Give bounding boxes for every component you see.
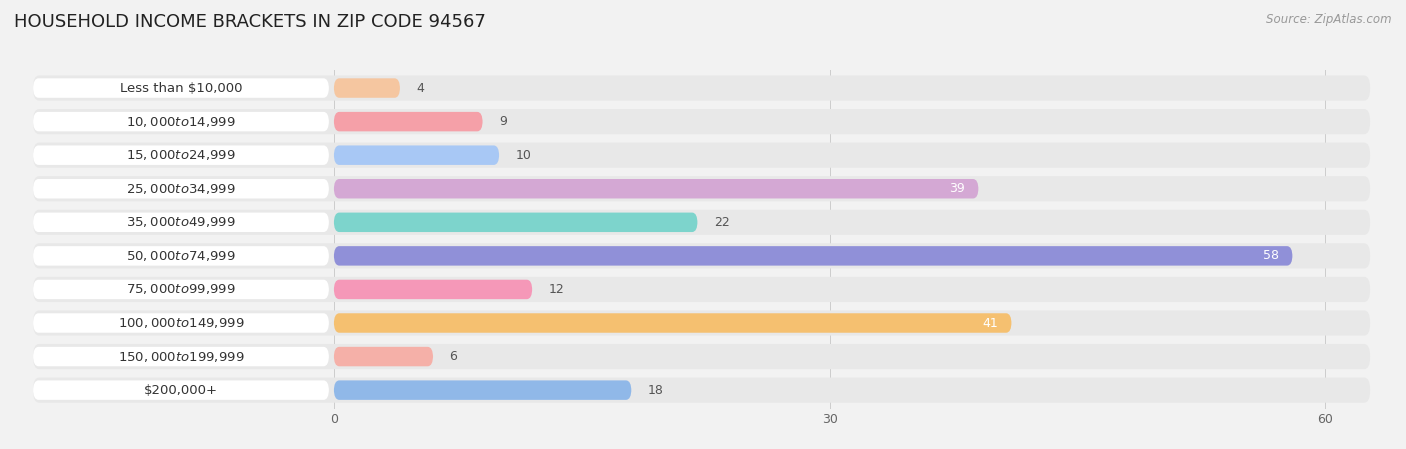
FancyBboxPatch shape	[34, 347, 329, 366]
Text: $150,000 to $199,999: $150,000 to $199,999	[118, 350, 245, 364]
Text: $75,000 to $99,999: $75,000 to $99,999	[127, 282, 236, 296]
FancyBboxPatch shape	[34, 344, 1369, 369]
Text: 10: 10	[516, 149, 531, 162]
Text: 41: 41	[983, 317, 998, 330]
FancyBboxPatch shape	[333, 313, 1011, 333]
Text: 4: 4	[416, 82, 425, 95]
FancyBboxPatch shape	[34, 380, 329, 400]
FancyBboxPatch shape	[34, 210, 1369, 235]
FancyBboxPatch shape	[333, 280, 533, 299]
FancyBboxPatch shape	[34, 109, 1369, 134]
Text: HOUSEHOLD INCOME BRACKETS IN ZIP CODE 94567: HOUSEHOLD INCOME BRACKETS IN ZIP CODE 94…	[14, 13, 486, 31]
FancyBboxPatch shape	[333, 112, 482, 132]
FancyBboxPatch shape	[333, 179, 979, 198]
FancyBboxPatch shape	[34, 143, 1369, 168]
Text: 22: 22	[714, 216, 730, 229]
Text: $15,000 to $24,999: $15,000 to $24,999	[127, 148, 236, 162]
FancyBboxPatch shape	[34, 310, 1369, 335]
FancyBboxPatch shape	[34, 246, 329, 266]
FancyBboxPatch shape	[34, 243, 1369, 269]
Text: 12: 12	[548, 283, 564, 296]
FancyBboxPatch shape	[333, 145, 499, 165]
FancyBboxPatch shape	[34, 280, 329, 299]
Text: $200,000+: $200,000+	[143, 383, 218, 396]
Text: $10,000 to $14,999: $10,000 to $14,999	[127, 114, 236, 128]
Text: 9: 9	[499, 115, 508, 128]
FancyBboxPatch shape	[34, 75, 1369, 101]
FancyBboxPatch shape	[34, 378, 1369, 403]
Text: $35,000 to $49,999: $35,000 to $49,999	[127, 216, 236, 229]
Text: Less than $10,000: Less than $10,000	[120, 82, 242, 95]
FancyBboxPatch shape	[34, 313, 329, 333]
FancyBboxPatch shape	[34, 145, 329, 165]
FancyBboxPatch shape	[333, 246, 1292, 266]
Text: 6: 6	[450, 350, 457, 363]
FancyBboxPatch shape	[333, 212, 697, 232]
FancyBboxPatch shape	[34, 277, 1369, 302]
FancyBboxPatch shape	[34, 176, 1369, 201]
FancyBboxPatch shape	[333, 347, 433, 366]
Text: Source: ZipAtlas.com: Source: ZipAtlas.com	[1267, 13, 1392, 26]
Text: 58: 58	[1263, 249, 1279, 262]
Text: $25,000 to $34,999: $25,000 to $34,999	[127, 182, 236, 196]
FancyBboxPatch shape	[34, 112, 329, 132]
FancyBboxPatch shape	[333, 78, 399, 98]
Text: $100,000 to $149,999: $100,000 to $149,999	[118, 316, 245, 330]
FancyBboxPatch shape	[34, 78, 329, 98]
FancyBboxPatch shape	[34, 212, 329, 232]
FancyBboxPatch shape	[34, 179, 329, 198]
FancyBboxPatch shape	[333, 380, 631, 400]
Text: 18: 18	[648, 383, 664, 396]
Text: 39: 39	[949, 182, 965, 195]
Text: $50,000 to $74,999: $50,000 to $74,999	[127, 249, 236, 263]
